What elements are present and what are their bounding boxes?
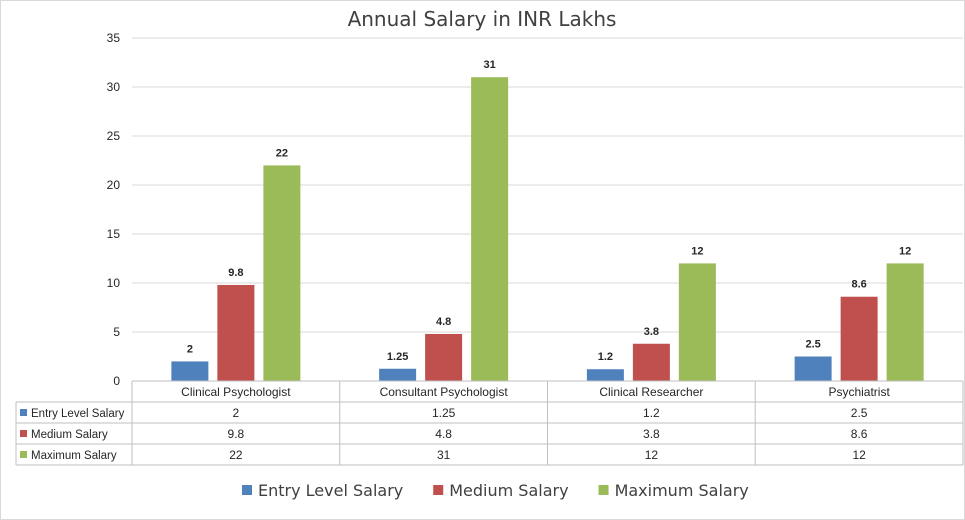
chart-title: Annual Salary in INR Lakhs [348, 7, 617, 31]
table-cell-maximum-salary-clinical-psychologist: 22 [229, 448, 243, 462]
table-cell-medium-salary-clinical-researcher: 3.8 [643, 427, 660, 441]
data-label-medium-salary-clinical-researcher: 3.8 [644, 326, 659, 338]
legend-swatch-medium-salary [433, 485, 444, 495]
table-cell-medium-salary-clinical-psychologist: 9.8 [228, 427, 245, 441]
x-category-label-psychiatrist: Psychiatrist [828, 385, 890, 399]
y-tick-label-15: 15 [107, 227, 121, 241]
bar-medium-salary-psychiatrist [840, 296, 878, 381]
bar-maximum-salary-psychiatrist [886, 263, 924, 381]
table-cell-medium-salary-psychiatrist: 8.6 [851, 427, 868, 441]
gridlines: 0 5 10 15 20 25 30 35 [107, 31, 963, 388]
data-label-maximum-salary-clinical-psychologist: 22 [276, 147, 288, 159]
bar-medium-salary-clinical-psychologist [217, 284, 255, 381]
data-label-maximum-salary-psychiatrist: 12 [899, 245, 911, 257]
legend: Entry Level Salary Medium Salary Maximum S… [242, 481, 749, 500]
bar-entry-level-salary-clinical-researcher [586, 369, 624, 381]
data-label-medium-salary-clinical-psychologist: 9.8 [228, 267, 243, 279]
table-row-label-maximum-salary: Maximum Salary [31, 450, 117, 462]
y-tick-label-25: 25 [107, 129, 121, 143]
table-cell-medium-salary-consultant-psychologist: 4.8 [435, 427, 452, 441]
table-key-maximum-salary [20, 451, 27, 458]
y-tick-label-0: 0 [113, 374, 120, 388]
table-cell-entry-level-salary-consultant-psychologist: 1.25 [432, 406, 456, 420]
table-key-medium-salary [20, 430, 27, 437]
y-tick-label-10: 10 [107, 276, 121, 290]
legend-label-maximum-salary: Maximum Salary [615, 481, 749, 500]
table-cell-entry-level-salary-clinical-psychologist: 2 [233, 406, 240, 420]
table-cell-entry-level-salary-clinical-researcher: 1.2 [643, 406, 660, 420]
data-label-medium-salary-consultant-psychologist: 4.8 [436, 316, 451, 328]
table-cell-maximum-salary-consultant-psychologist: 31 [437, 448, 451, 462]
x-category-label-clinical-researcher: Clinical Researcher [599, 385, 703, 399]
data-label-entry-level-salary-clinical-psychologist: 2 [187, 343, 193, 355]
y-tick-label-35: 35 [107, 31, 121, 45]
bar-entry-level-salary-psychiatrist [794, 356, 832, 381]
bar-maximum-salary-clinical-researcher [678, 263, 716, 381]
legend-swatch-maximum-salary [598, 485, 609, 495]
data-table: Clinical Psychologist Consultant Psycholo… [15, 380, 964, 466]
data-label-entry-level-salary-consultant-psychologist: 1.25 [387, 351, 408, 363]
bar-entry-level-salary-consultant-psychologist [379, 368, 417, 381]
y-tick-label-5: 5 [113, 325, 120, 339]
table-key-entry-level-salary [20, 409, 27, 416]
data-labels: 2 9.8 22 1.25 4.8 31 1.2 3.8 12 2.5 8.6 12 [187, 59, 911, 363]
bar-maximum-salary-consultant-psychologist [471, 77, 509, 381]
table-row-label-entry-level-salary: Entry Level Salary [31, 408, 125, 420]
data-label-entry-level-salary-clinical-researcher: 1.2 [598, 351, 613, 363]
data-label-entry-level-salary-psychiatrist: 2.5 [805, 339, 820, 351]
x-category-label-clinical-psychologist: Clinical Psychologist [181, 385, 291, 399]
legend-swatch-entry-level-salary [242, 485, 252, 495]
x-category-label-consultant-psychologist: Consultant Psychologist [380, 385, 509, 399]
table-cell-maximum-salary-psychiatrist: 12 [852, 448, 866, 462]
bars [171, 77, 924, 381]
y-tick-label-30: 30 [107, 80, 121, 94]
bar-entry-level-salary-clinical-psychologist [171, 361, 209, 381]
table-cell-maximum-salary-clinical-researcher: 12 [645, 448, 659, 462]
y-tick-label-20: 20 [107, 178, 121, 192]
data-label-medium-salary-psychiatrist: 8.6 [851, 279, 866, 291]
data-label-maximum-salary-consultant-psychologist: 31 [484, 59, 496, 71]
data-label-maximum-salary-clinical-researcher: 12 [691, 245, 703, 257]
table-cell-entry-level-salary-psychiatrist: 2.5 [851, 406, 868, 420]
legend-label-entry-level-salary: Entry Level Salary [258, 481, 403, 500]
bar-maximum-salary-clinical-psychologist [263, 165, 301, 381]
bar-medium-salary-consultant-psychologist [425, 333, 463, 381]
legend-label-medium-salary: Medium Salary [449, 481, 568, 500]
table-row-label-medium-salary: Medium Salary [31, 429, 108, 441]
bar-medium-salary-clinical-researcher [632, 343, 670, 381]
